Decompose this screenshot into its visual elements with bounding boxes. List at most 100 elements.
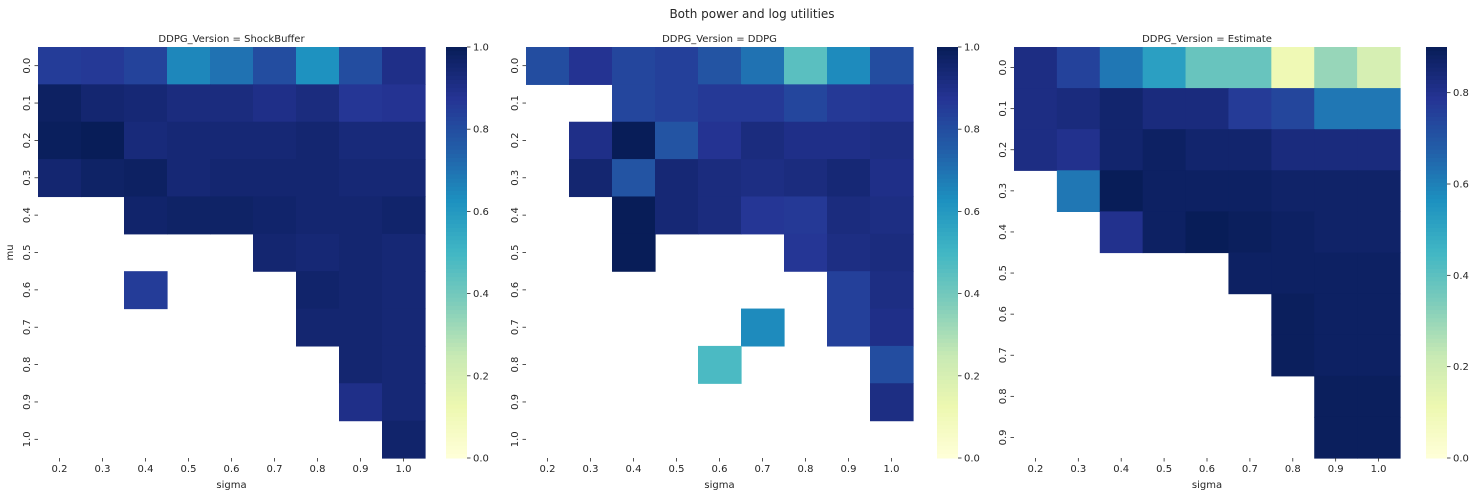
heatmap-cell: [382, 271, 426, 310]
colorbar-segment: [446, 268, 467, 274]
colorbar-segment: [1426, 359, 1447, 364]
colorbar-segment: [1426, 157, 1447, 163]
colorbar-segment: [937, 416, 958, 422]
colorbar-segment: [1426, 375, 1447, 381]
colorbar-segment: [446, 79, 467, 85]
heatmap-cell: [1228, 47, 1272, 89]
heatmap-cell: [1357, 88, 1401, 130]
colorbar-segment: [937, 162, 958, 167]
heatmap-cell: [382, 196, 426, 235]
colorbar-segment: [1426, 133, 1447, 138]
x-tick-label: 0.9: [1328, 464, 1344, 475]
colorbar-segment: [937, 141, 958, 147]
heatmap-cell: [38, 47, 82, 85]
heatmap-cell: [784, 84, 828, 123]
x-tick-label: 0.4: [138, 464, 154, 475]
colorbar-segment: [446, 59, 467, 64]
x-tick-label: 0.4: [626, 464, 642, 475]
colorbar-segment: [937, 236, 958, 241]
colorbar-segment: [937, 75, 958, 81]
y-tick-label: 0.3: [998, 183, 1009, 199]
colorbar-segment: [446, 334, 467, 340]
colorbar-segment: [1426, 194, 1447, 200]
heatmap-cell: [827, 196, 871, 235]
colorbar-segment: [446, 133, 467, 138]
x-tick-label: 0.3: [583, 464, 599, 475]
colorbar-segment: [1426, 182, 1447, 188]
colorbar-segment: [937, 51, 958, 56]
x-tick-label: 0.6: [224, 464, 240, 475]
heatmap-cell: [870, 196, 914, 235]
colorbar-segment: [1426, 59, 1447, 64]
colorbar-segment: [1426, 256, 1447, 262]
colorbar-segment: [1426, 318, 1447, 323]
heatmap-cell: [296, 121, 340, 160]
colorbar-segment: [446, 248, 467, 253]
colorbar-segment: [446, 359, 467, 364]
colorbar-segment: [1426, 301, 1447, 307]
colorbar-segment: [446, 178, 467, 184]
colorbar-segment: [1426, 55, 1447, 60]
colorbar-segment: [937, 293, 958, 299]
colorbar-segment: [1426, 120, 1447, 126]
y-tick-label: 0.4: [998, 224, 1009, 240]
colorbar-tick-label: 0.8: [1453, 88, 1469, 99]
heatmap-cell: [339, 233, 383, 272]
heatmap-cell: [81, 159, 125, 198]
colorbar-segment: [1426, 400, 1447, 406]
heatmap-cell: [339, 196, 383, 235]
colorbar-segment: [1426, 141, 1447, 147]
colorbar-segment: [446, 338, 467, 344]
panel-title: DDPG_Version = ShockBuffer: [158, 34, 305, 45]
heatmap-cell: [655, 196, 699, 235]
colorbar-segment: [1426, 416, 1447, 422]
colorbar-segment: [1426, 437, 1447, 443]
colorbar-segment: [1426, 236, 1447, 241]
colorbar-segment: [937, 178, 958, 184]
colorbar-segment: [446, 297, 467, 303]
colorbar-segment: [446, 342, 467, 348]
heatmap-cell: [253, 233, 297, 272]
heatmap-cell: [870, 47, 914, 85]
x-tick-label: 0.2: [1027, 464, 1043, 475]
colorbar-segment: [446, 47, 467, 52]
colorbar-segment: [1426, 211, 1447, 217]
colorbar-segment: [1426, 273, 1447, 278]
x-tick-label: 0.6: [712, 464, 728, 475]
colorbar-segment: [446, 120, 467, 126]
x-tick-label: 0.8: [1285, 464, 1301, 475]
colorbar-segment: [937, 367, 958, 373]
colorbar-segment: [1426, 289, 1447, 295]
colorbar-tick-label: 0.4: [473, 289, 489, 300]
y-tick-label: 0.5: [510, 245, 521, 261]
colorbar-segment: [446, 453, 467, 459]
colorbar-segment: [937, 166, 958, 171]
heatmap-cell: [1314, 47, 1358, 89]
x-tick-label: 0.2: [540, 464, 556, 475]
colorbar-segment: [1426, 108, 1447, 114]
colorbar-segment: [446, 363, 467, 369]
colorbar-segment: [1426, 92, 1447, 97]
colorbar-segment: [446, 194, 467, 200]
y-tick-label: 0.3: [22, 170, 33, 186]
heatmap-cell: [612, 196, 656, 235]
colorbar-segment: [1426, 445, 1447, 451]
colorbar-segment: [1426, 314, 1447, 319]
colorbar-segment: [1426, 371, 1447, 377]
colorbar-segment: [937, 379, 958, 385]
colorbar-segment: [937, 375, 958, 381]
heatmap-cell: [253, 84, 297, 123]
colorbar-segment: [937, 133, 958, 138]
heatmap-cell: [339, 345, 383, 384]
colorbar-segment: [1426, 51, 1447, 56]
heatmap-cell: [1142, 88, 1187, 130]
colorbar-segment: [446, 322, 467, 327]
heatmap-cell: [382, 159, 426, 198]
colorbar-segment: [937, 71, 958, 77]
heatmap-cell: [1228, 129, 1272, 171]
colorbar-segment: [937, 174, 958, 180]
colorbar-segment: [446, 162, 467, 167]
colorbar-segment: [1426, 322, 1447, 327]
colorbar-segment: [937, 363, 958, 369]
